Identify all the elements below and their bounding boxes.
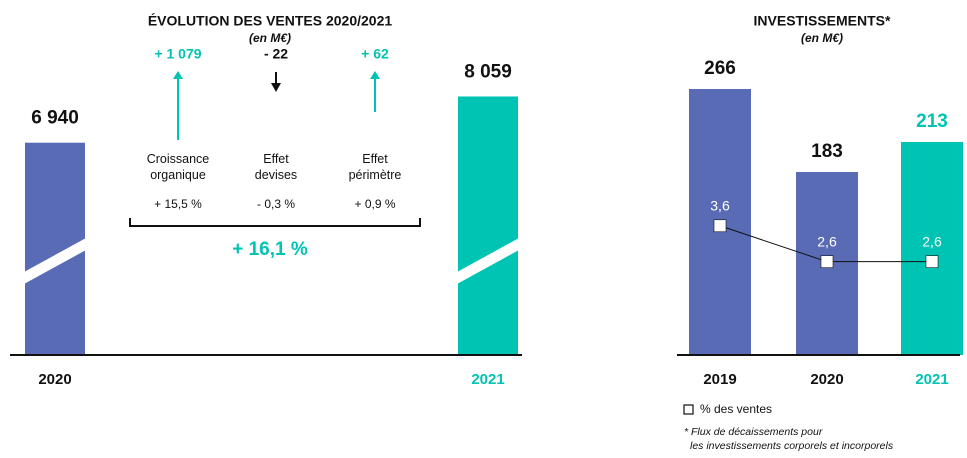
- arrow-head: [173, 71, 183, 79]
- chart-title: ÉVOLUTION DES VENTES 2020/2021: [148, 13, 393, 29]
- x-tick-label: 2021: [915, 371, 948, 388]
- bar: [458, 96, 518, 356]
- effect-percent: + 0,9 %: [354, 197, 395, 211]
- line-value-label: 2,6: [817, 233, 837, 249]
- x-tick-label: 2021: [471, 371, 504, 388]
- bar-value-label: 8 059: [464, 61, 512, 82]
- effect-name: Croissance organique: [147, 152, 210, 182]
- axis-break: [457, 238, 519, 284]
- chart-subtitle: (en M€): [249, 31, 291, 45]
- arrow-head: [271, 83, 281, 92]
- x-tick-label: 2019: [703, 371, 736, 388]
- effect-percent: - 0,3 %: [257, 197, 295, 211]
- effect-value-label: - 22: [264, 46, 288, 62]
- legend-marker: [683, 404, 694, 415]
- line-marker: [820, 255, 834, 268]
- bar-value-label: 213: [916, 111, 948, 132]
- legend-label: % des ventes: [700, 402, 772, 416]
- effect-percent: + 15,5 %: [154, 197, 202, 211]
- bar-value-label: 6 940: [31, 108, 79, 129]
- arrow-head: [370, 71, 380, 79]
- line-marker: [713, 219, 727, 233]
- bracket: [129, 218, 421, 227]
- effect-name: Effet périmètre: [349, 152, 402, 182]
- footnote: * Flux de décaissements pour: [684, 426, 823, 438]
- line-value-label: 3,6: [710, 197, 730, 213]
- chart-subtitle: (en M€): [801, 31, 843, 45]
- x-tick-label: 2020: [38, 371, 71, 388]
- bar-value-label: 266: [704, 58, 736, 79]
- effect-value-label: + 1 079: [154, 46, 201, 62]
- effect-name: Effet devises: [255, 152, 297, 182]
- line-value-label: 2,6: [922, 233, 942, 249]
- axis-break: [24, 238, 86, 284]
- total-change: + 16,1 %: [232, 239, 308, 260]
- effect-value-label: + 62: [361, 46, 389, 62]
- x-tick-label: 2020: [810, 371, 843, 388]
- chart-title: INVESTISSEMENTS*: [754, 13, 891, 29]
- bar-value-label: 183: [811, 141, 843, 162]
- footnote: les investissements corporels et incorpo…: [690, 440, 894, 452]
- line-marker: [925, 255, 939, 268]
- bar: [901, 142, 963, 355]
